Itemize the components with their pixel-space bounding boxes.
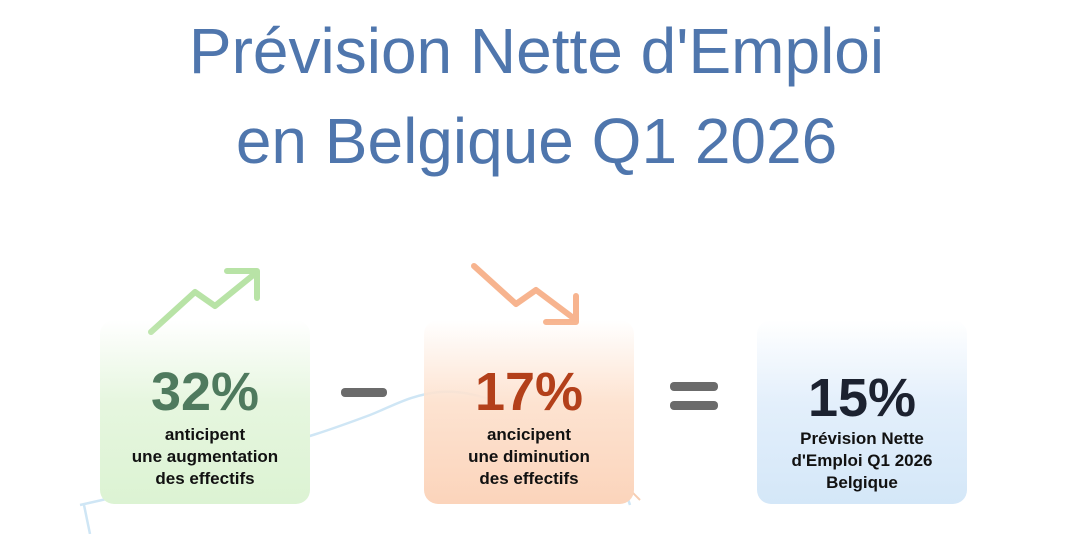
net-desc-line-3: Belgique	[826, 473, 898, 492]
page-title-line-1: Prévision Nette d'Emploi	[188, 15, 885, 87]
increase-desc-line-2: une augmentation	[131, 447, 279, 466]
net-desc-line-1: Prévision Nette	[800, 429, 924, 448]
increase-desc-line-1: anticipent	[164, 425, 246, 444]
equals-bar-bottom	[670, 401, 718, 410]
equals-bar-top	[670, 382, 718, 391]
decrease-desc-line-2: une diminution	[468, 447, 590, 466]
net-description: Prévision Nette d'Emploi Q1 2026 Belgiqu…	[757, 428, 967, 494]
net-value: 15%	[807, 368, 917, 428]
page-title: Prévision Nette d'Emploi en Belgique Q1 …	[0, 6, 1073, 186]
increase-value: 32%	[150, 362, 260, 422]
increase-card: 32% anticipent une augmentation des effe…	[100, 320, 310, 504]
decrease-description: ancicipent une diminution des effectifs	[424, 424, 634, 490]
increase-description: anticipent une augmentation des effectif…	[100, 424, 310, 490]
net-forecast-card: 15% Prévision Nette d'Emploi Q1 2026 Bel…	[757, 320, 967, 504]
decrease-card: 17% ancicipent une diminution des effect…	[424, 320, 634, 504]
decrease-desc-line-1: ancicipent	[486, 425, 572, 444]
trend-up-arrow-icon	[148, 268, 260, 335]
page-title-line-2: en Belgique Q1 2026	[235, 105, 838, 177]
decrease-value: 17%	[474, 362, 584, 422]
decrease-desc-line-3: des effectifs	[479, 469, 579, 488]
net-desc-line-2: d'Emploi Q1 2026	[791, 451, 933, 470]
increase-desc-line-3: des effectifs	[155, 469, 255, 488]
minus-icon	[341, 388, 387, 397]
